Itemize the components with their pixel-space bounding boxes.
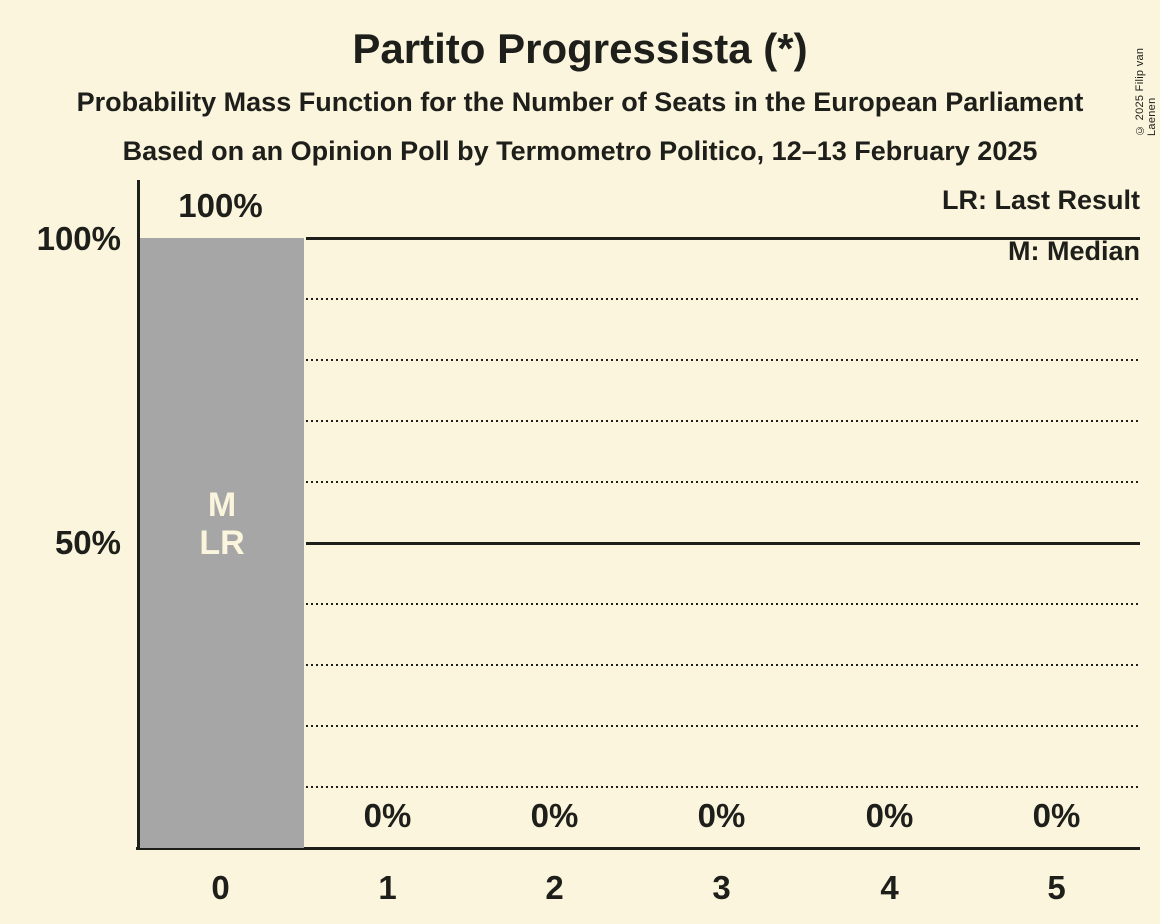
x-axis-tick-4: 4 xyxy=(880,869,899,906)
y-axis-tick-50: 50% xyxy=(54,524,121,561)
x-axis-tick-0: 0 xyxy=(211,869,230,906)
gridline-30pct xyxy=(306,664,1140,666)
chart-title: Partito Progressista (*) xyxy=(352,25,808,72)
gridline-70pct xyxy=(306,420,1140,422)
gridline-100pct xyxy=(306,237,1140,240)
gridline-40pct xyxy=(306,603,1140,605)
gridline-20pct xyxy=(306,725,1140,727)
y-axis-line xyxy=(137,180,140,850)
gridline-60pct xyxy=(306,481,1140,483)
x-axis-line xyxy=(136,847,1140,850)
gridline-10pct xyxy=(306,786,1140,788)
data-label-seat-4: 0% xyxy=(865,797,914,834)
copyright-note: © 2025 Filip van Laenen xyxy=(1134,47,1158,136)
data-label-seat-0: 100% xyxy=(178,187,263,224)
data-label-seat-5: 0% xyxy=(1032,797,1081,834)
gridline-90pct xyxy=(306,298,1140,300)
x-axis-tick-3: 3 xyxy=(712,869,731,906)
x-axis-tick-1: 1 xyxy=(378,869,397,906)
median-marker: M xyxy=(207,486,237,524)
gridline-80pct xyxy=(306,359,1140,361)
data-label-seat-1: 0% xyxy=(363,797,412,834)
chart-subtitle: Probability Mass Function for the Number… xyxy=(76,87,1084,117)
legend-last-result: LR: Last Result xyxy=(941,185,1140,215)
x-axis-tick-2: 2 xyxy=(545,869,564,906)
data-label-seat-3: 0% xyxy=(697,797,746,834)
legend-median: M: Median xyxy=(1008,236,1140,266)
gridline-50pct xyxy=(306,542,1140,545)
data-label-seat-2: 0% xyxy=(530,797,579,834)
y-axis-tick-100: 100% xyxy=(36,220,121,257)
bar-seat-0: M LR xyxy=(140,238,304,848)
last-result-marker: LR xyxy=(199,524,245,562)
bar-annotation-seat-0: M LR xyxy=(140,486,304,562)
x-axis-tick-5: 5 xyxy=(1047,869,1066,906)
chart-source-line: Based on an Opinion Poll by Termometro P… xyxy=(122,136,1038,166)
